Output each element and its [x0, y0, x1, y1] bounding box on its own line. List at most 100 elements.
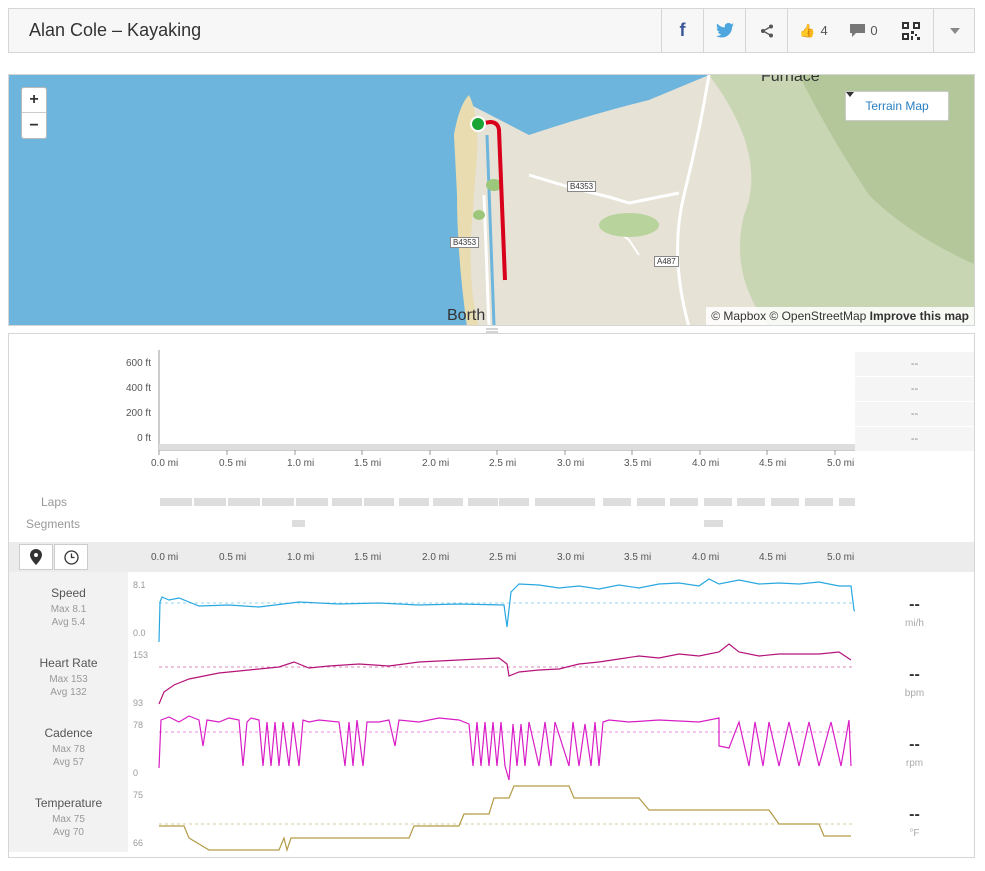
- metric-unit: bpm: [904, 688, 925, 699]
- x-tick-label: 2.0 mi: [422, 552, 450, 563]
- metric-current-value: -- rpm: [855, 712, 974, 782]
- comment-count: 0: [870, 23, 878, 38]
- lap-bar[interactable]: [332, 498, 362, 506]
- lap-bar[interactable]: [737, 498, 765, 506]
- lap-bar[interactable]: [670, 498, 698, 506]
- lap-bar[interactable]: [399, 498, 429, 506]
- x-tick-label: 0.0 mi: [151, 552, 179, 563]
- comments-button[interactable]: 0: [839, 9, 889, 52]
- clock-icon: [63, 549, 79, 565]
- lap-bar[interactable]: [262, 498, 294, 506]
- y-max-label: 75: [133, 790, 144, 800]
- x-tick-label: 1.0 mi: [287, 552, 315, 563]
- metric-unit: mi/h: [905, 618, 924, 629]
- activity-header: Alan Cole – Kayaking f 👍 4 0: [8, 8, 975, 53]
- metric-current-value: -- bpm: [855, 642, 974, 712]
- metric-chart[interactable]: 78 0: [128, 712, 855, 782]
- activity-title: Alan Cole – Kayaking: [29, 20, 202, 40]
- share-icon: [760, 24, 773, 37]
- metric-value: --: [909, 736, 920, 753]
- distance-mode-button[interactable]: [19, 544, 53, 570]
- lap-bar[interactable]: [805, 498, 833, 506]
- lap-bar[interactable]: [160, 498, 192, 506]
- distance-axis-band: [9, 542, 974, 572]
- y-min-label: 93: [133, 698, 144, 708]
- segment-bar[interactable]: [704, 520, 723, 527]
- kudos-button[interactable]: 👍 4: [787, 9, 839, 52]
- metric-avg: Avg 5.4: [51, 617, 86, 628]
- metric-avg: Avg 132: [50, 687, 87, 698]
- kudos-count: 4: [820, 23, 828, 38]
- resize-handle[interactable]: [486, 328, 498, 334]
- x-tick-label: 5.0 mi: [827, 458, 855, 469]
- lap-bar[interactable]: [839, 498, 855, 506]
- metric-label-0[interactable]: Speed Max 8.1 Avg 5.4: [9, 572, 128, 642]
- thumbs-up-icon: 👍: [799, 22, 816, 38]
- facebook-share-button[interactable]: f: [661, 9, 703, 52]
- y-min-label: 66: [133, 838, 144, 848]
- lap-bar[interactable]: [468, 498, 498, 506]
- zoom-in-button[interactable]: +: [22, 88, 46, 113]
- x-tick-label: 5.0 mi: [827, 552, 855, 563]
- lap-bar[interactable]: [771, 498, 799, 506]
- lap-bar[interactable]: [228, 498, 260, 506]
- metric-current-value: -- °F: [855, 782, 974, 852]
- x-tick-label: 3.0 mi: [557, 552, 585, 563]
- attribution-text[interactable]: © Mapbox © OpenStreetMap: [711, 309, 867, 323]
- caret-down-icon: [846, 92, 854, 97]
- elevation-y-tick: 0 ft: [137, 433, 151, 444]
- x-tick-label: 2.5 mi: [489, 458, 517, 469]
- x-tick-label: 1.5 mi: [354, 458, 382, 469]
- lap-bar[interactable]: [704, 498, 732, 506]
- share-button[interactable]: [745, 9, 787, 52]
- lap-bar[interactable]: [499, 498, 529, 506]
- y-min-label: 0: [133, 768, 139, 778]
- lap-bar[interactable]: [296, 498, 328, 506]
- elevation-stat: --: [855, 427, 974, 451]
- metric-avg: Avg 57: [53, 757, 84, 768]
- metric-label-1[interactable]: Heart Rate Max 153 Avg 132: [9, 642, 128, 712]
- elevation-y-tick: 200 ft: [125, 408, 151, 419]
- lap-bar[interactable]: [194, 498, 226, 506]
- metric-chart[interactable]: 75 66: [128, 782, 855, 852]
- x-tick-label: 3.0 mi: [557, 458, 585, 469]
- x-tick-label: 0.5 mi: [219, 458, 247, 469]
- time-mode-button[interactable]: [54, 544, 88, 570]
- lap-bar[interactable]: [433, 498, 463, 506]
- laps-label: Laps: [41, 495, 68, 509]
- metric-avg: Avg 70: [53, 827, 84, 838]
- x-tick-label: 0.0 mi: [151, 458, 179, 469]
- x-tick-label: 3.5 mi: [624, 458, 652, 469]
- elevation-stat: --: [855, 402, 974, 426]
- more-options-dropdown[interactable]: [933, 9, 975, 52]
- segment-bar[interactable]: [292, 520, 305, 527]
- metric-label-3[interactable]: Temperature Max 75 Avg 70: [9, 782, 128, 852]
- elevation-stat: --: [855, 377, 974, 401]
- map-attribution: © Mapbox © OpenStreetMap Improve this ma…: [706, 307, 974, 325]
- x-tick-label: 2.5 mi: [489, 552, 517, 563]
- twitter-share-button[interactable]: [703, 9, 745, 52]
- road-label: B4353: [567, 181, 597, 192]
- route-map[interactable]: + − Terrain Map Furnace Borth B4353 B435…: [8, 74, 975, 326]
- terrain-map-dropdown[interactable]: Terrain Map: [845, 91, 949, 121]
- lap-bar[interactable]: [535, 498, 565, 506]
- lap-bar[interactable]: [364, 498, 394, 506]
- zoom-out-button[interactable]: −: [29, 116, 39, 134]
- improve-map-link[interactable]: Improve this map: [869, 309, 969, 323]
- qr-code-icon: [902, 21, 920, 40]
- metric-chart[interactable]: 8.1 0.0: [128, 572, 855, 642]
- lap-bar[interactable]: [603, 498, 631, 506]
- qr-code-button[interactable]: [889, 9, 933, 52]
- elevation-y-tick: 600 ft: [125, 358, 151, 369]
- y-max-label: 78: [133, 720, 144, 730]
- metric-chart[interactable]: 153 93: [128, 642, 855, 712]
- elevation-stat: --: [855, 352, 974, 376]
- lap-bar[interactable]: [637, 498, 665, 506]
- lap-bar[interactable]: [565, 498, 595, 506]
- x-tick-label: 2.0 mi: [422, 458, 450, 469]
- metric-max: Max 78: [52, 744, 85, 755]
- road-label: A487: [654, 256, 679, 267]
- elevation-chart[interactable]: [156, 348, 856, 468]
- metric-line-chart: [158, 715, 855, 781]
- metric-label-2[interactable]: Cadence Max 78 Avg 57: [9, 712, 128, 782]
